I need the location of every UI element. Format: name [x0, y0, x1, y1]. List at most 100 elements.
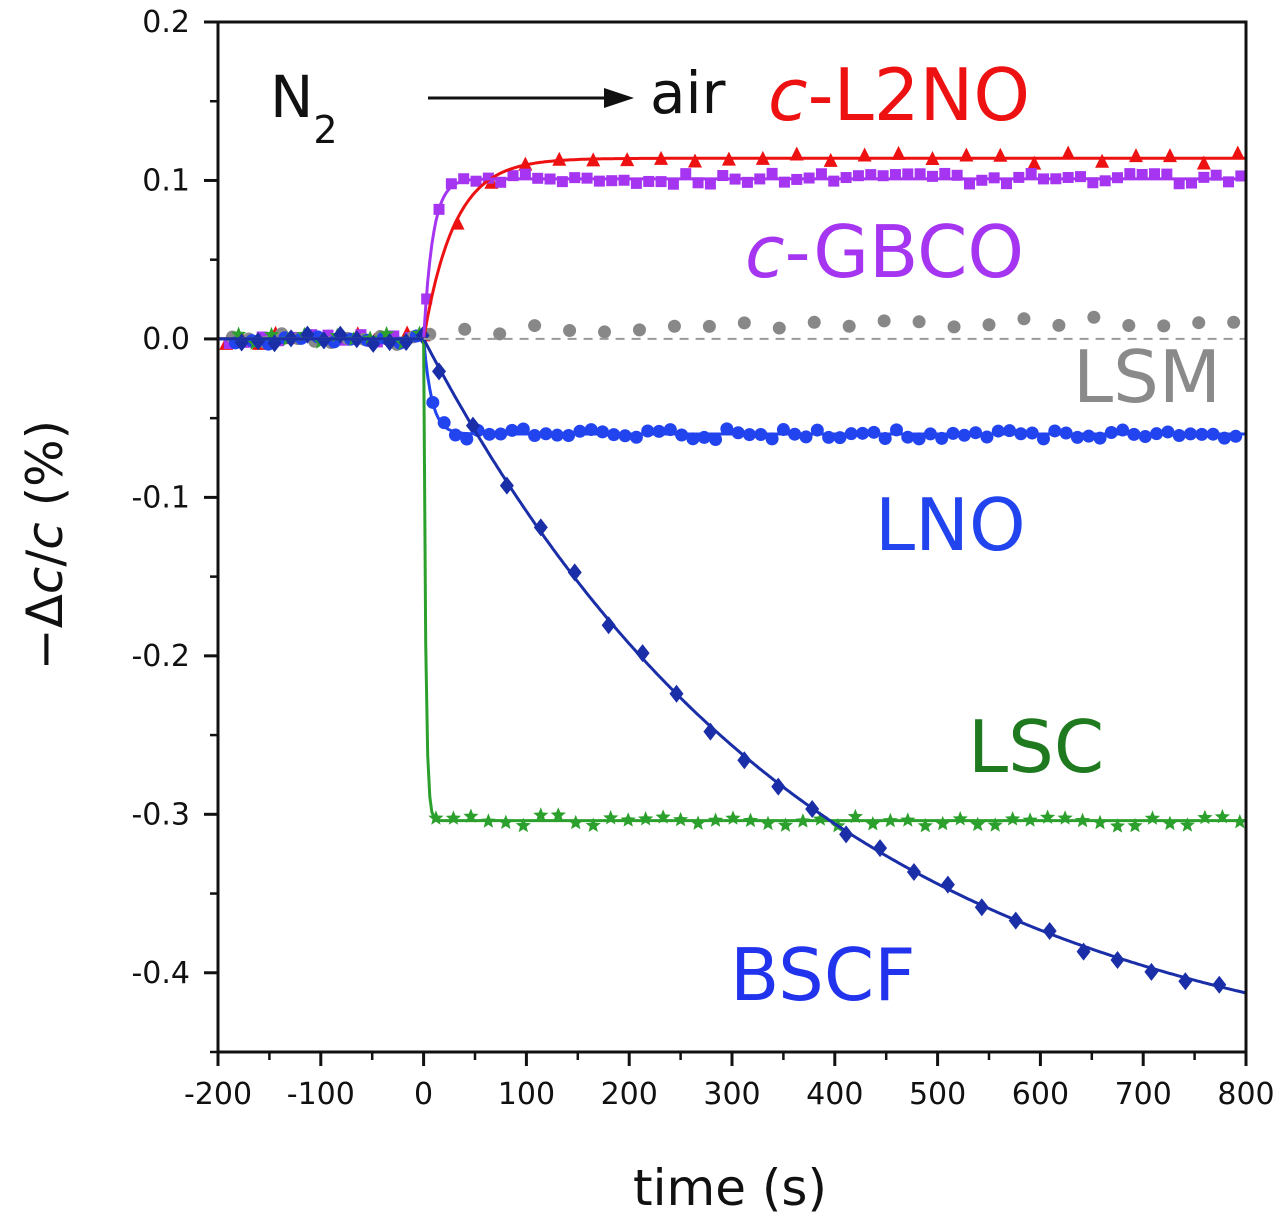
- data-point-bscf: [1212, 975, 1227, 994]
- fit-curves: [218, 156, 1247, 995]
- y-tick-label: -0.2: [131, 639, 190, 674]
- data-point-lsc: [445, 810, 461, 825]
- data-point-lsc: [987, 817, 1003, 832]
- data-point-lsc: [1144, 810, 1161, 825]
- data-point-lsc: [777, 817, 794, 832]
- data-point-lno: [765, 432, 779, 446]
- y-tick-label: 0.2: [142, 5, 190, 40]
- x-tick-label: -100: [287, 1077, 355, 1112]
- data-point-lsm: [1087, 310, 1101, 324]
- data-point-c-gbco: [388, 330, 400, 342]
- data-point-lsc: [585, 817, 601, 832]
- data-point-lsm: [667, 319, 681, 333]
- data-point-lsm: [1052, 318, 1066, 332]
- data-point-c-gbco: [692, 177, 704, 189]
- data-point-lsc: [690, 815, 706, 830]
- end-gas-label: air: [650, 59, 726, 127]
- series-label-c-gbco-italic: c: [745, 210, 785, 294]
- data-point-lsc: [379, 325, 395, 341]
- data-point-c-gbco: [519, 168, 531, 180]
- data-point-lno: [1036, 432, 1050, 446]
- data-point-lsc: [603, 810, 619, 825]
- y-tick-label: -0.3: [131, 797, 190, 832]
- y-tick-label: 0.1: [142, 163, 190, 198]
- data-point-lno: [709, 433, 723, 447]
- data-point-c-l2no: [1027, 155, 1042, 170]
- y-axis-title: −Δc/c (%): [16, 420, 74, 670]
- data-point-c-gbco: [778, 176, 790, 188]
- data-point-c-gbco: [889, 169, 901, 181]
- data-point-c-l2no: [1061, 145, 1076, 160]
- data-point-lsm: [947, 320, 961, 334]
- data-point-lno: [562, 429, 576, 443]
- data-point-c-gbco: [828, 175, 840, 187]
- data-point-lsm: [737, 316, 751, 330]
- data-point-c-gbco: [717, 170, 729, 182]
- data-point-lsm: [1227, 315, 1241, 329]
- data-point-lsm: [1017, 312, 1031, 326]
- data-point-lsc: [263, 326, 280, 342]
- data-point-c-gbco: [852, 170, 864, 182]
- data-point-lsm: [842, 319, 856, 333]
- data-point-lsm: [702, 319, 716, 333]
- data-point-c-gbco: [322, 329, 334, 341]
- data-point-c-gbco: [963, 178, 975, 190]
- data-point-c-gbco: [1198, 171, 1210, 183]
- data-point-lsc: [760, 815, 776, 831]
- data-point-lsm: [598, 325, 612, 339]
- data-point-lsc: [1162, 815, 1178, 831]
- data-point-lsc: [638, 811, 654, 826]
- data-point-bscf: [251, 332, 266, 351]
- series-label-c-l2no: c-L2NO: [768, 53, 1030, 137]
- series-label-c-l2no-rest: -L2NO: [808, 53, 1030, 137]
- data-point-c-gbco: [667, 178, 679, 190]
- data-point-c-gbco: [926, 170, 938, 182]
- data-point-lno: [573, 424, 587, 438]
- x-tick-label: 300: [703, 1077, 760, 1112]
- data-point-c-l2no: [1230, 145, 1245, 160]
- data-point-lno: [1138, 430, 1152, 444]
- data-point-c-gbco: [593, 175, 605, 187]
- x-tick-label: 600: [1012, 1077, 1069, 1112]
- data-point-bscf: [703, 722, 718, 741]
- data-point-lno: [867, 425, 881, 439]
- data-point-c-l2no: [687, 153, 702, 168]
- data-point-c-gbco: [556, 176, 568, 188]
- series-label-lsc: LSC: [968, 705, 1104, 789]
- data-point-lno: [516, 422, 530, 436]
- y-axis-title-var2: c: [16, 522, 74, 550]
- x-tick-label: 100: [498, 1077, 555, 1112]
- axes: -200 -100 0 100 200 300 400 500 600 700 800 0.2 0.1 0…: [131, 5, 1274, 1112]
- x-tick-label: -200: [184, 1077, 252, 1112]
- data-point-c-gbco: [1087, 177, 1099, 189]
- data-point-lsc: [725, 810, 741, 825]
- data-point-c-gbco: [470, 175, 482, 187]
- data-point-lno: [1161, 425, 1175, 439]
- data-point-lsm: [982, 318, 996, 332]
- series-label-c-l2no-italic: c: [768, 53, 808, 137]
- data-point-c-gbco: [1186, 177, 1198, 189]
- data-point-c-gbco: [877, 170, 889, 182]
- chart-marks: [219, 145, 1248, 994]
- data-point-c-gbco: [606, 175, 618, 187]
- data-point-lno: [912, 432, 926, 446]
- data-point-lno: [652, 424, 666, 438]
- gas-switch-annotation: N2 air: [270, 59, 726, 152]
- data-point-lno: [991, 424, 1005, 438]
- data-point-lsc: [865, 816, 881, 831]
- y-tick-label: 0.0: [142, 322, 190, 357]
- data-point-c-gbco: [1099, 175, 1111, 187]
- data-point-c-gbco: [815, 168, 827, 180]
- data-point-c-l2no: [1162, 148, 1177, 163]
- data-point-lno: [460, 432, 474, 446]
- start-gas-main: N: [270, 63, 313, 131]
- y-axis-title-var1: c: [16, 567, 74, 595]
- data-point-lsm: [1157, 319, 1171, 333]
- data-point-c-gbco: [1235, 170, 1247, 182]
- data-point-lsm: [632, 323, 646, 337]
- data-point-lsm: [563, 323, 577, 337]
- data-point-bscf: [635, 644, 650, 663]
- data-point-lsc: [1040, 809, 1056, 824]
- data-point-c-gbco: [630, 177, 642, 189]
- data-point-c-l2no: [1095, 153, 1110, 168]
